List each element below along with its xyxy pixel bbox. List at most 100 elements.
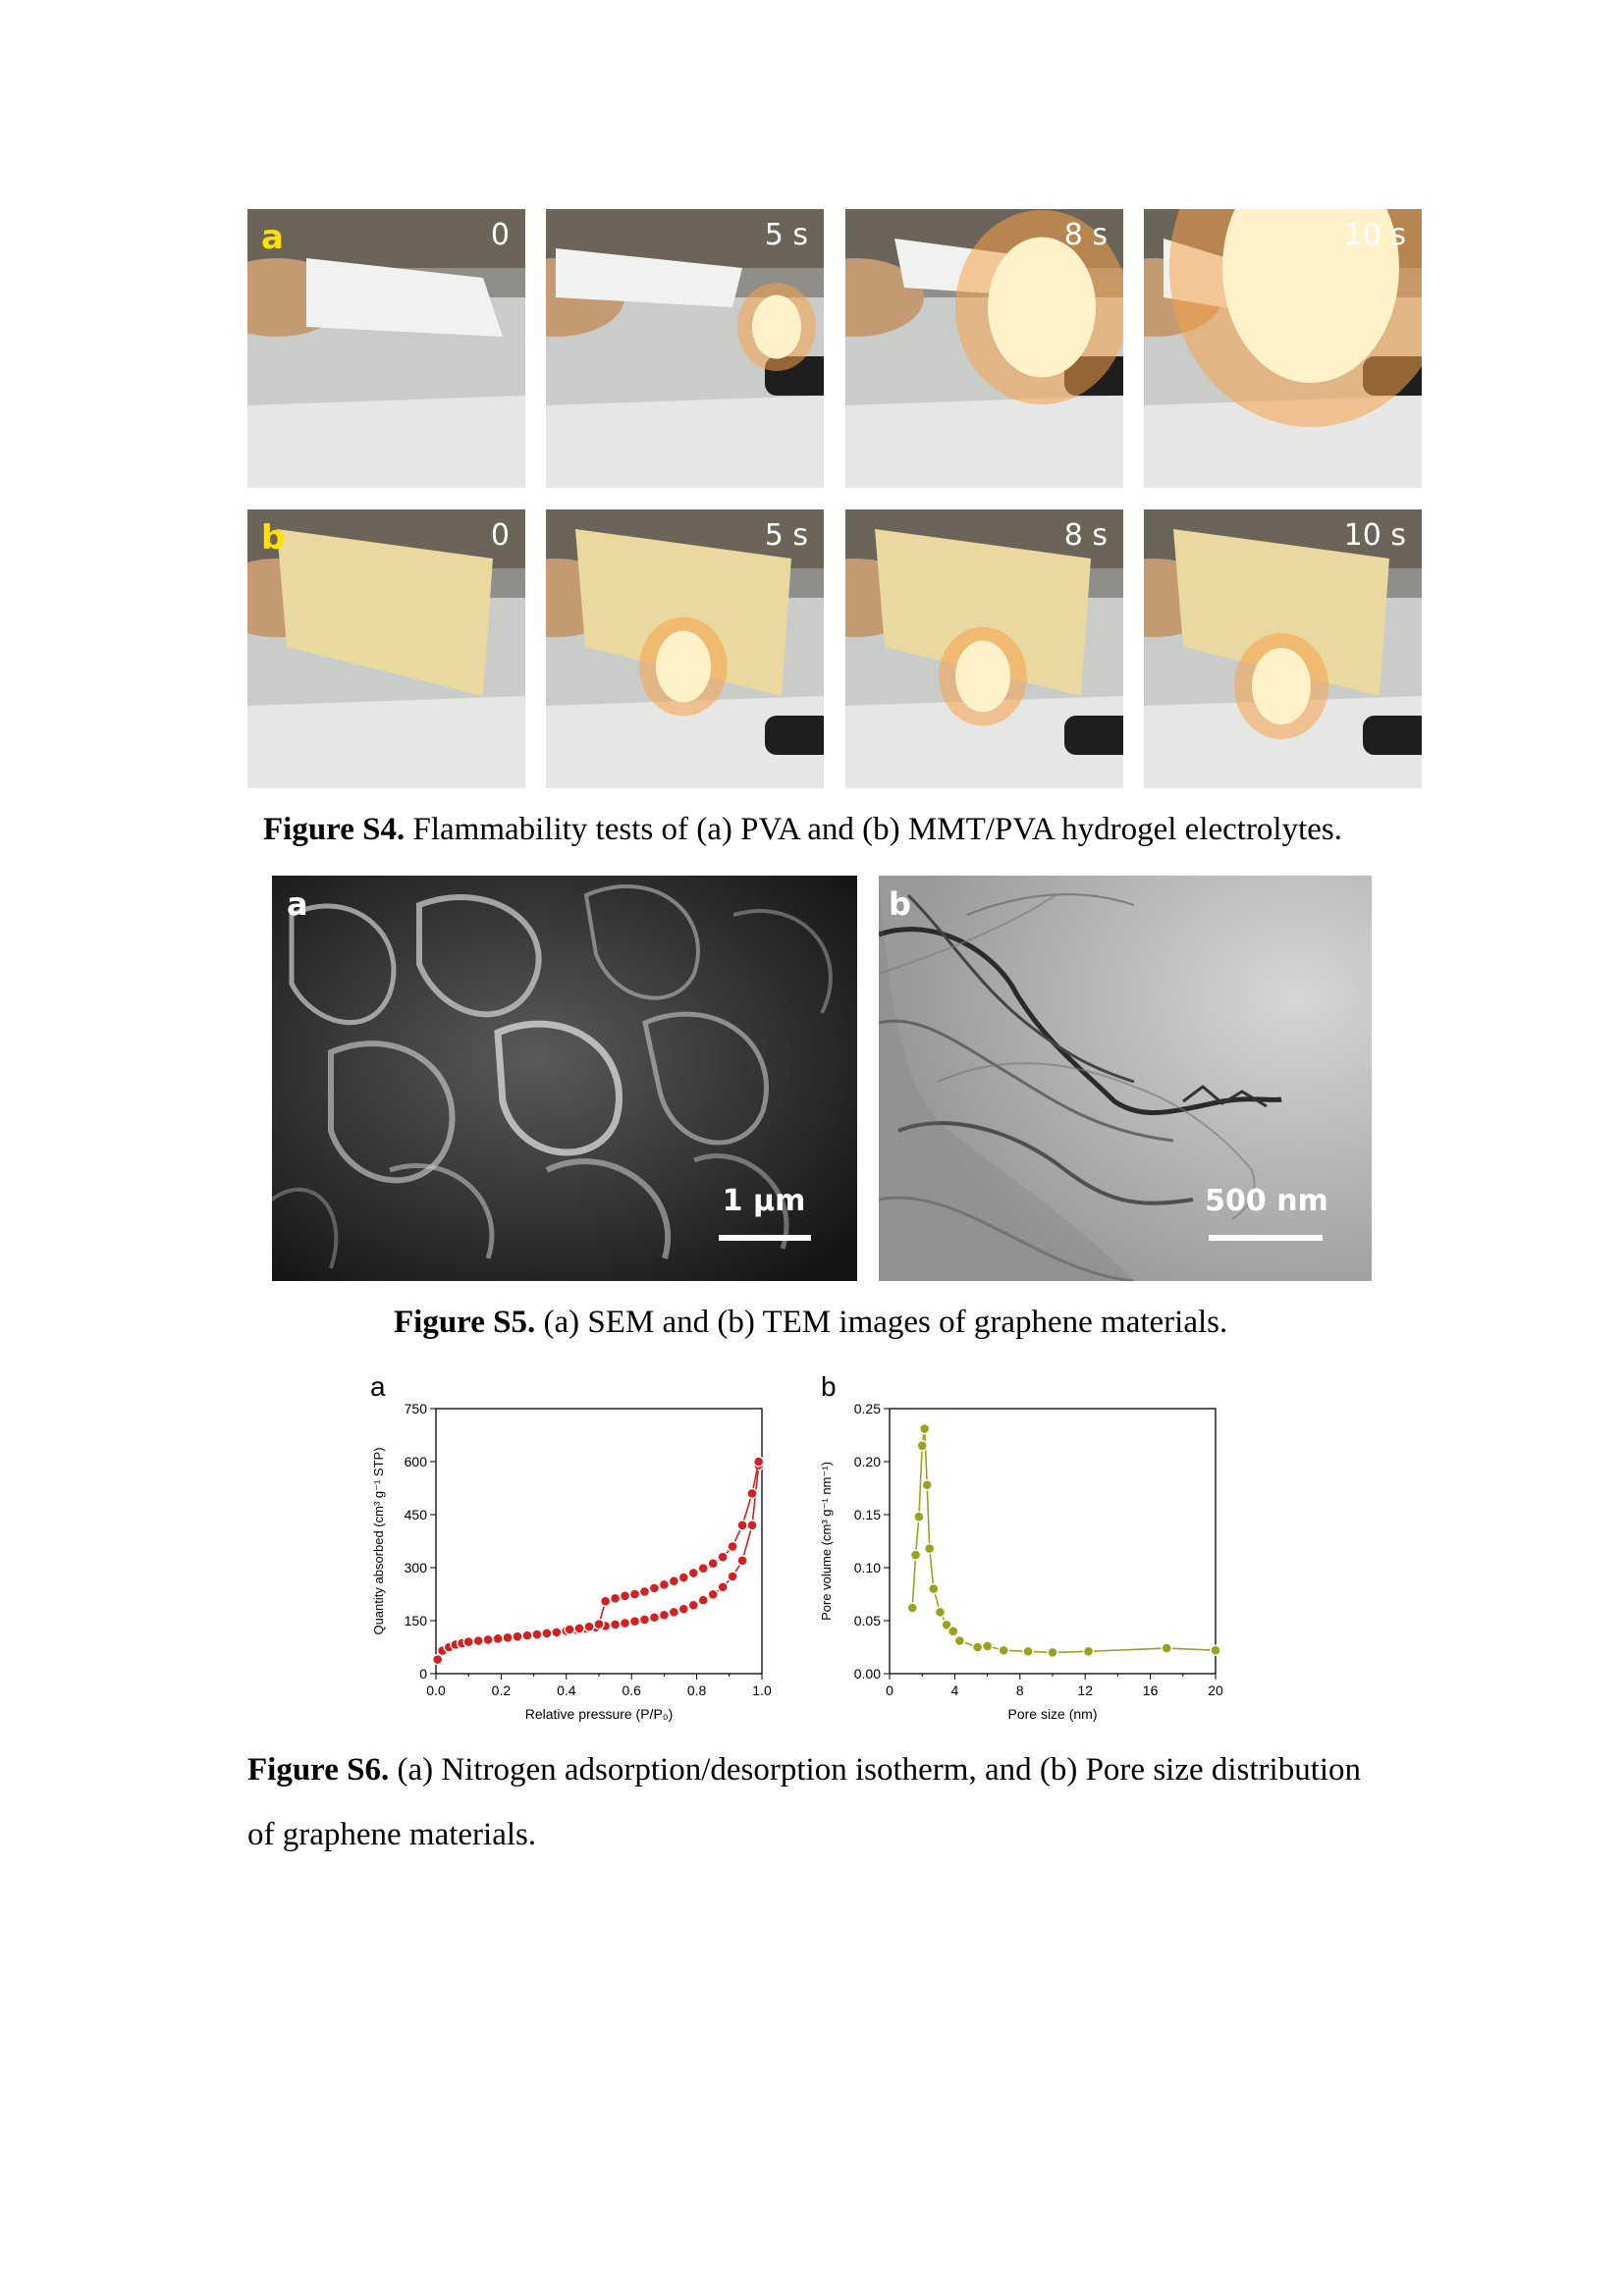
x-tick-label: 8	[1016, 1682, 1024, 1698]
x-tick-label: 0.2	[492, 1682, 512, 1698]
y-axis-label: Pore volume (cm³ g⁻¹ nm⁻¹)	[819, 1462, 834, 1621]
data-point	[752, 1456, 765, 1468]
tem-image	[879, 876, 1372, 1281]
data-point	[609, 1592, 622, 1605]
tem-scale-bar	[1209, 1235, 1323, 1241]
x-axis-label: Relative pressure (P/P₀)	[525, 1706, 674, 1722]
y-tick-label: 0.10	[854, 1560, 881, 1575]
data-point	[609, 1619, 622, 1630]
y-tick-label: 0.20	[854, 1454, 881, 1469]
isotherm-chart: a 0.0 0.2 0.4 0.6 0.8 1.0 0 150 300 450 600 750 Relat…	[370, 1374, 772, 1722]
data-point	[619, 1590, 631, 1602]
flame-row-label: b	[261, 518, 286, 558]
sem-panel-label: a	[287, 885, 308, 923]
series-line-1	[911, 1428, 1217, 1654]
y-tick-label: 0.25	[854, 1401, 881, 1416]
data-point	[431, 1653, 444, 1666]
data-point	[1161, 1642, 1172, 1654]
data-point	[928, 1582, 940, 1595]
flame-row-label: a	[261, 218, 284, 257]
data-point	[697, 1594, 709, 1606]
data-point	[1022, 1645, 1034, 1658]
data-point	[521, 1629, 533, 1641]
data-point	[502, 1631, 514, 1643]
x-tick-label: 0.0	[426, 1682, 446, 1698]
data-point	[923, 1542, 936, 1555]
flame-test-photo-b-3	[845, 509, 1123, 788]
data-point	[677, 1603, 690, 1615]
data-point	[998, 1644, 1009, 1656]
tem-scale-label: 500 nm	[1205, 1184, 1328, 1218]
data-point	[573, 1623, 585, 1634]
pore-size-chart: b 0 4 8 12 16 20 0.00 0.05 0.10 0.15 0.20 0.25 Pore s…	[819, 1374, 1223, 1722]
data-point	[909, 1549, 922, 1561]
y-tick-label: 450	[405, 1507, 428, 1522]
data-point	[583, 1621, 595, 1632]
data-point	[638, 1585, 651, 1598]
y-tick-label: 0	[419, 1666, 427, 1682]
data-point	[934, 1606, 947, 1619]
sem-scale-label: 1 µm	[722, 1184, 806, 1218]
flame-time-label: 10 s	[1343, 218, 1406, 252]
figure-s6-caption-line1: Figure S6. (a) Nitrogen adsorption/desor…	[247, 1752, 1362, 1788]
data-point	[707, 1557, 719, 1570]
data-point	[707, 1588, 719, 1601]
y-tick-label: 0.15	[854, 1507, 881, 1522]
data-point	[717, 1581, 729, 1593]
y-axis-label: Quantity absorbed (cm³ g⁻¹ STP)	[371, 1447, 386, 1634]
flame-test-photo-a-1	[247, 209, 525, 488]
x-tick-label: 0	[886, 1682, 893, 1698]
data-point	[628, 1616, 641, 1628]
data-point	[941, 1619, 952, 1631]
data-point	[648, 1582, 661, 1594]
x-tick-label: 0.6	[622, 1682, 641, 1698]
data-point	[599, 1595, 612, 1607]
data-point	[727, 1571, 738, 1582]
y-tick-label: 300	[405, 1560, 428, 1575]
data-point	[541, 1628, 553, 1639]
figure-s6-caption-line2: of graphene materials.	[247, 1817, 537, 1852]
flame-test-photo-b-1	[247, 509, 525, 788]
data-point	[648, 1612, 661, 1624]
figure-s4-caption: Figure S4. Flammability tests of (a) PVA…	[263, 812, 1343, 847]
y-tick-label: 0.05	[854, 1613, 881, 1629]
flame-time-label: 0	[490, 218, 510, 252]
flame-test-photo-a-3	[845, 209, 1123, 488]
data-point	[593, 1618, 605, 1630]
data-point	[1082, 1645, 1095, 1658]
data-point	[953, 1634, 966, 1647]
tem-panel-label: b	[889, 885, 911, 923]
data-point	[472, 1634, 484, 1647]
data-point	[687, 1599, 699, 1611]
data-point	[981, 1640, 994, 1652]
chart-panel-label: a	[370, 1374, 386, 1402]
x-tick-label: 0.4	[557, 1682, 576, 1698]
flame-test-photo-a-2	[546, 209, 824, 488]
data-point	[551, 1627, 563, 1638]
chart-panel-label: b	[821, 1374, 837, 1402]
flame-time-label: 8 s	[1063, 518, 1108, 553]
data-point	[1047, 1646, 1058, 1659]
data-point	[913, 1511, 925, 1522]
data-point	[628, 1588, 641, 1600]
flame-test-photo-b-4	[1144, 509, 1422, 788]
plot-frame	[889, 1408, 1217, 1675]
y-tick-label: 150	[405, 1613, 428, 1629]
figure-s5-caption: Figure S5. (a) SEM and (b) TEM images of…	[394, 1305, 1228, 1340]
x-tick-label: 0.8	[687, 1682, 707, 1698]
flame-time-label: 5 s	[764, 518, 808, 553]
flame-test-photo-b-2	[546, 509, 824, 788]
data-point	[658, 1578, 671, 1590]
data-point	[462, 1635, 474, 1648]
data-point	[906, 1602, 918, 1614]
sem-image	[272, 876, 857, 1281]
sem-scale-bar	[719, 1235, 811, 1241]
x-tick-label: 16	[1143, 1682, 1159, 1698]
y-tick-label: 0.00	[854, 1666, 881, 1682]
x-tick-label: 20	[1208, 1682, 1223, 1698]
data-point	[971, 1641, 984, 1653]
plot-frame	[435, 1408, 763, 1675]
flame-time-label: 0	[490, 518, 510, 553]
data-point	[918, 1422, 931, 1435]
data-point	[727, 1540, 738, 1553]
